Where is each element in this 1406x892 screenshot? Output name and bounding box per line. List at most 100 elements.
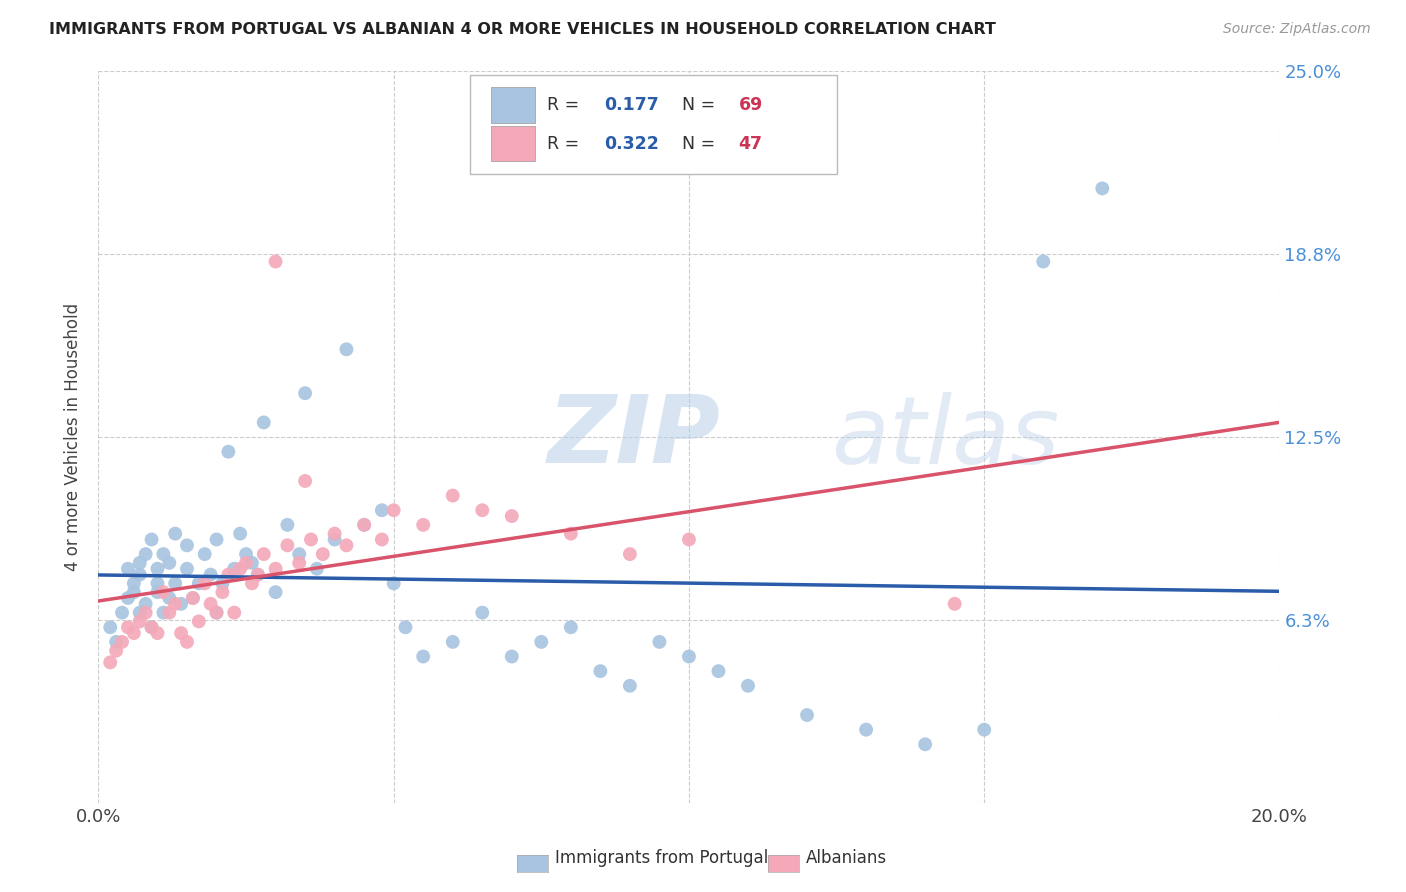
Point: [335, 343, 357, 357]
Point: [152, 547, 174, 561]
Point: [205, 606, 228, 620]
Point: [194, 576, 217, 591]
Point: [200, 597, 222, 611]
Point: [200, 567, 222, 582]
Point: [224, 562, 246, 576]
Point: [117, 620, 139, 634]
Point: [253, 547, 276, 561]
Point: [157, 556, 180, 570]
Point: [246, 567, 269, 582]
Point: [165, 526, 187, 541]
Text: 0.322: 0.322: [605, 135, 659, 153]
Point: [1091, 181, 1114, 195]
Text: atlas: atlas: [831, 392, 1059, 483]
Point: [707, 664, 730, 678]
Point: [253, 416, 276, 430]
Text: N =: N =: [671, 135, 721, 153]
Point: [229, 562, 252, 576]
FancyBboxPatch shape: [491, 87, 536, 122]
Point: [170, 626, 193, 640]
Point: [128, 615, 150, 629]
Point: [205, 533, 228, 547]
Point: [335, 538, 357, 552]
Text: ZIP: ZIP: [547, 391, 720, 483]
Point: [194, 547, 217, 561]
Point: [165, 597, 187, 611]
Point: [264, 562, 287, 576]
Point: [441, 635, 464, 649]
Point: [441, 489, 464, 503]
Point: [128, 556, 150, 570]
Point: [157, 591, 180, 605]
Point: [98, 656, 121, 670]
Point: [323, 526, 346, 541]
Point: [371, 503, 394, 517]
Point: [235, 556, 257, 570]
Point: [530, 635, 553, 649]
Point: [117, 591, 139, 605]
Point: [217, 444, 239, 458]
Point: [312, 547, 335, 561]
Point: [141, 620, 163, 634]
Point: [135, 606, 157, 620]
Point: [648, 635, 671, 649]
Point: [382, 576, 405, 591]
Point: [117, 562, 139, 576]
Point: [412, 517, 434, 532]
Point: [105, 635, 128, 649]
Point: [264, 254, 287, 268]
Point: [157, 606, 180, 620]
Text: 47: 47: [738, 135, 762, 153]
Point: [943, 597, 966, 611]
Point: [678, 649, 700, 664]
Point: [914, 737, 936, 751]
Text: Immigrants from Portugal: Immigrants from Portugal: [555, 849, 769, 867]
Point: [288, 556, 311, 570]
Point: [305, 562, 328, 576]
Point: [501, 509, 523, 524]
Point: [796, 708, 818, 723]
Point: [128, 567, 150, 582]
Point: [276, 517, 298, 532]
Text: 69: 69: [738, 96, 763, 114]
Point: [471, 606, 494, 620]
Point: [501, 649, 523, 664]
Point: [111, 635, 134, 649]
Point: [105, 643, 128, 657]
Text: IMMIGRANTS FROM PORTUGAL VS ALBANIAN 4 OR MORE VEHICLES IN HOUSEHOLD CORRELATION: IMMIGRANTS FROM PORTUGAL VS ALBANIAN 4 O…: [49, 22, 995, 37]
Point: [152, 585, 174, 599]
Point: [382, 503, 405, 517]
Point: [235, 547, 257, 561]
Point: [211, 585, 233, 599]
Point: [122, 626, 145, 640]
Point: [135, 547, 157, 561]
Point: [560, 620, 582, 634]
Point: [294, 474, 316, 488]
Point: [141, 533, 163, 547]
Point: [181, 591, 204, 605]
Point: [176, 562, 198, 576]
Point: [294, 386, 316, 401]
Point: [187, 576, 209, 591]
Point: [1032, 254, 1054, 268]
Point: [205, 606, 228, 620]
Point: [176, 538, 198, 552]
FancyBboxPatch shape: [471, 75, 837, 174]
Point: [122, 576, 145, 591]
Text: N =: N =: [671, 96, 721, 114]
Point: [128, 606, 150, 620]
Point: [176, 635, 198, 649]
Text: Albanians: Albanians: [806, 849, 887, 867]
Point: [217, 567, 239, 582]
Point: [240, 556, 263, 570]
Point: [170, 597, 193, 611]
Text: R =: R =: [547, 96, 585, 114]
Point: [737, 679, 759, 693]
Point: [412, 649, 434, 664]
Point: [589, 664, 612, 678]
Point: [152, 606, 174, 620]
Point: [141, 620, 163, 634]
Point: [211, 576, 233, 591]
Point: [619, 679, 641, 693]
Point: [187, 615, 209, 629]
